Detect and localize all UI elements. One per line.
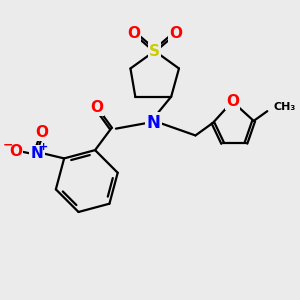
Text: O: O <box>127 26 140 41</box>
Text: CH₃: CH₃ <box>273 102 296 112</box>
Text: O: O <box>9 144 22 159</box>
Text: O: O <box>169 26 183 41</box>
Text: O: O <box>35 125 48 140</box>
Text: +: + <box>39 142 48 152</box>
Text: O: O <box>90 100 103 115</box>
Text: O: O <box>226 94 239 109</box>
Text: −: − <box>3 138 13 151</box>
Text: S: S <box>149 44 160 59</box>
Text: N: N <box>147 114 161 132</box>
Text: N: N <box>31 146 43 161</box>
